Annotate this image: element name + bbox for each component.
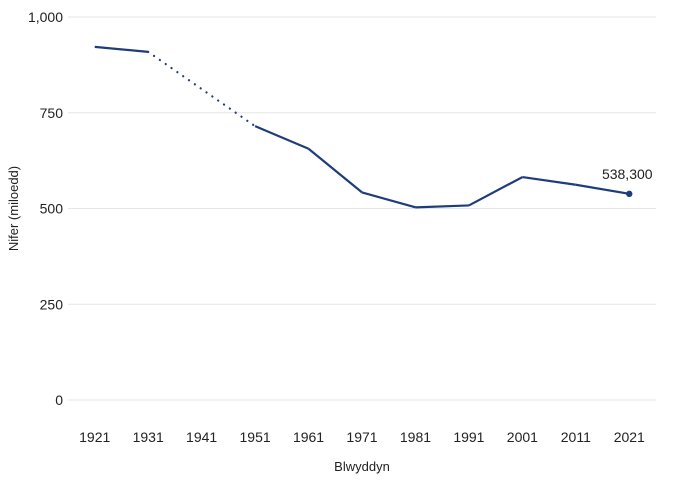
x-tick-label: 1921 <box>79 429 110 445</box>
x-tick-label: 1931 <box>133 429 164 445</box>
x-tick-label: 1961 <box>293 429 324 445</box>
x-tick-label: 1951 <box>240 429 271 445</box>
x-tick-label: 1941 <box>186 429 217 445</box>
series-segment <box>468 176 523 207</box>
y-tick-label: 250 <box>40 296 64 312</box>
series-segment <box>522 176 576 186</box>
annotations: 538,300 <box>602 166 653 182</box>
series-layer <box>94 45 633 209</box>
x-axis-title: Blwyddyn <box>334 459 390 474</box>
series-end-point <box>626 190 633 198</box>
y-tick-label: 1,000 <box>28 9 63 25</box>
series-segment <box>575 183 630 195</box>
y-tick-label: 750 <box>40 105 64 121</box>
series-dotted-segment <box>147 50 257 128</box>
x-tick-label: 1991 <box>453 429 484 445</box>
y-axis-title: Nifer (miloedd) <box>6 166 21 251</box>
series-segment <box>254 125 309 150</box>
y-axis-ticks: 0 250 500 750 1,000 <box>28 9 63 408</box>
gridlines <box>68 16 656 401</box>
y-tick-label: 500 <box>40 201 64 217</box>
x-tick-label: 2011 <box>561 429 591 445</box>
series-segment <box>307 147 363 194</box>
x-axis-ticks: 1921 1931 1941 1951 1961 1971 1981 1991 2001 2011… <box>79 429 645 445</box>
series-segment <box>94 45 149 53</box>
x-tick-label: 2021 <box>614 429 645 445</box>
x-tick-label: 1981 <box>400 429 431 445</box>
series-segment <box>361 191 416 209</box>
data-label: 538,300 <box>602 166 653 182</box>
x-tick-label: 1971 <box>346 429 377 445</box>
series-segment <box>415 204 469 209</box>
x-tick-label: 2001 <box>507 429 538 445</box>
y-tick-label: 0 <box>55 392 63 408</box>
